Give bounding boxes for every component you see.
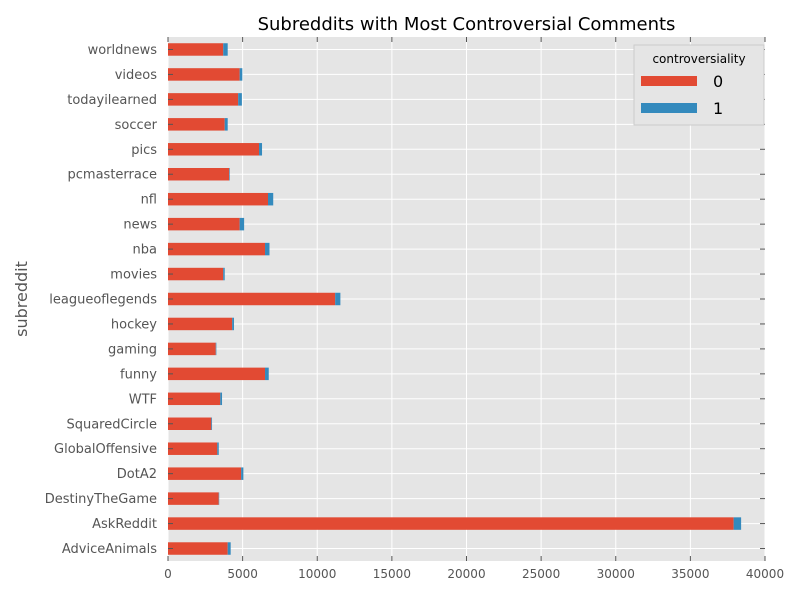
x-tick-label: 35000 bbox=[671, 567, 709, 581]
bar-funny-series-1 bbox=[265, 368, 269, 380]
bar-gaming-series-0 bbox=[168, 343, 216, 355]
bar-pics-series-1 bbox=[259, 143, 262, 155]
bar-nfl-series-1 bbox=[268, 193, 273, 205]
legend-swatch bbox=[641, 76, 697, 86]
y-tick-label: nba bbox=[133, 243, 157, 258]
bar-gaming-series-1 bbox=[216, 343, 217, 355]
y-tick-label: pcmasterrace bbox=[68, 168, 157, 183]
legend-swatch bbox=[641, 103, 697, 113]
y-tick-label: SquaredCircle bbox=[66, 417, 157, 432]
bar-GlobalOffensive-series-0 bbox=[168, 442, 217, 454]
x-tick-label: 15000 bbox=[373, 567, 411, 581]
x-tick-label: 25000 bbox=[522, 567, 560, 581]
y-tick-label: DestinyTheGame bbox=[45, 492, 157, 507]
bar-pics-series-0 bbox=[168, 143, 259, 155]
y-tick-label: DotA2 bbox=[117, 467, 157, 482]
y-tick-label: AskReddit bbox=[92, 517, 157, 532]
bar-news-series-0 bbox=[168, 218, 240, 230]
legend-label: 1 bbox=[713, 99, 723, 118]
x-tick-label: 40000 bbox=[746, 567, 784, 581]
bar-todayilearned-series-0 bbox=[168, 93, 238, 105]
legend-label: 0 bbox=[713, 72, 723, 91]
bar-news-series-1 bbox=[240, 218, 244, 230]
bar-nba-series-1 bbox=[265, 243, 269, 255]
bar-worldnews-series-1 bbox=[223, 43, 227, 55]
y-tick-label: movies bbox=[110, 268, 157, 283]
chart-title: Subreddits with Most Controversial Comme… bbox=[258, 14, 676, 35]
x-tick-label: 10000 bbox=[298, 567, 336, 581]
y-tick-label: AdviceAnimals bbox=[62, 542, 157, 557]
y-tick-label: news bbox=[123, 218, 157, 233]
bar-AskReddit-series-0 bbox=[168, 517, 734, 529]
bar-leagueoflegends-series-0 bbox=[168, 293, 335, 305]
bar-movies-series-0 bbox=[168, 268, 223, 280]
bar-SquaredCircle-series-1 bbox=[211, 418, 212, 430]
x-tick-label: 30000 bbox=[597, 567, 635, 581]
x-tick-label: 5000 bbox=[227, 567, 258, 581]
y-tick-label: hockey bbox=[111, 317, 157, 332]
bar-DotA2-series-1 bbox=[241, 467, 243, 479]
bar-hockey-series-1 bbox=[232, 318, 234, 330]
y-tick-label: todayilearned bbox=[67, 93, 157, 108]
bar-leagueoflegends-series-1 bbox=[335, 293, 340, 305]
bar-WTF-series-1 bbox=[220, 393, 222, 405]
bar-DestinyTheGame-series-0 bbox=[168, 492, 219, 504]
bar-SquaredCircle-series-0 bbox=[168, 418, 211, 430]
y-tick-label: nfl bbox=[141, 193, 157, 208]
y-tick-label: worldnews bbox=[88, 43, 158, 58]
bar-pcmasterrace-series-0 bbox=[168, 168, 229, 180]
y-tick-label: leagueoflegends bbox=[49, 293, 157, 308]
x-tick-label: 20000 bbox=[447, 567, 485, 581]
y-tick-label: soccer bbox=[115, 118, 158, 133]
bar-soccer-series-1 bbox=[225, 118, 228, 130]
y-tick-label: WTF bbox=[129, 392, 157, 407]
bar-videos-series-0 bbox=[168, 68, 240, 80]
bar-WTF-series-0 bbox=[168, 393, 220, 405]
bar-worldnews-series-0 bbox=[168, 43, 223, 55]
bar-AskReddit-series-1 bbox=[734, 517, 741, 529]
bar-nba-series-0 bbox=[168, 243, 265, 255]
legend-title: controversiality bbox=[652, 52, 745, 66]
bar-GlobalOffensive-series-1 bbox=[217, 442, 218, 454]
y-tick-label: videos bbox=[115, 68, 158, 83]
y-tick-label: funny bbox=[120, 367, 157, 382]
y-tick-label: pics bbox=[131, 143, 157, 158]
bar-hockey-series-0 bbox=[168, 318, 232, 330]
x-tick-labels: 0 5000 10000 15000 20000 25000 30000 35000 40000 bbox=[164, 567, 784, 581]
bar-movies-series-1 bbox=[223, 268, 224, 280]
x-tick-label: 0 bbox=[164, 567, 172, 581]
legend: controversiality 0 1 bbox=[634, 45, 764, 125]
y-tick-label: GlobalOffensive bbox=[54, 442, 157, 457]
bar-AdviceAnimals-series-1 bbox=[228, 542, 231, 554]
bar-DotA2-series-0 bbox=[168, 467, 241, 479]
bar-soccer-series-0 bbox=[168, 118, 225, 130]
bar-funny-series-0 bbox=[168, 368, 265, 380]
y-tick-label: gaming bbox=[108, 342, 157, 357]
bar-AdviceAnimals-series-0 bbox=[168, 542, 228, 554]
bar-pcmasterrace-series-1 bbox=[229, 168, 230, 180]
bar-videos-series-1 bbox=[240, 68, 243, 80]
y-axis-label: subreddit bbox=[12, 261, 31, 337]
bar-todayilearned-series-1 bbox=[238, 93, 242, 105]
bar-nfl-series-0 bbox=[168, 193, 268, 205]
